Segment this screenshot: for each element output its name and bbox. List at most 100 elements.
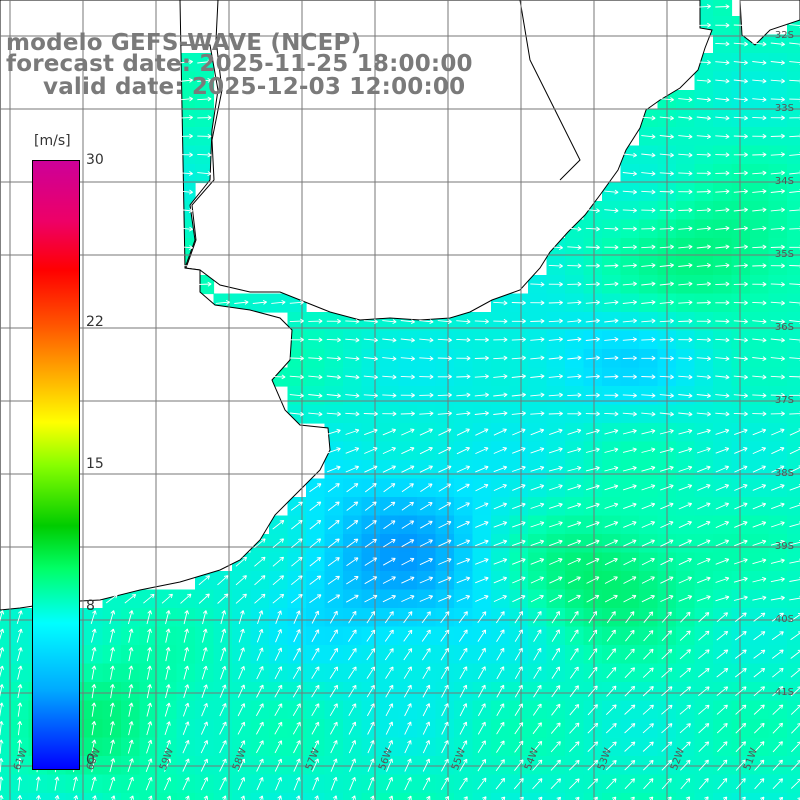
- wind-arrow: [382, 319, 397, 325]
- wind-speed-cell: [343, 793, 363, 800]
- wind-arrow: [275, 610, 282, 624]
- wind-arrow: [679, 630, 691, 641]
- wind-arrow: [734, 465, 748, 473]
- wind-arrow: [678, 374, 693, 380]
- wind-arrow: [496, 684, 505, 698]
- wind-arrow: [146, 684, 152, 699]
- wind-arrow: [551, 629, 560, 642]
- wind-arrow: [789, 301, 800, 306]
- wind-arrow: [0, 628, 5, 640]
- wind-arrow: [401, 576, 415, 584]
- wind-arrow: [770, 152, 785, 157]
- wind-arrow: [622, 244, 637, 250]
- wind-arrow: [752, 484, 767, 491]
- wind-arrow: [109, 647, 115, 662]
- wind-arrow: [274, 647, 283, 661]
- wind-arrow: [180, 593, 192, 604]
- wind-arrow: [0, 702, 4, 717]
- wind-arrow: [789, 244, 800, 250]
- wind-arrow: [256, 647, 264, 661]
- wind-speed-cell: [250, 793, 270, 800]
- wind-arrow: [551, 647, 560, 661]
- wind-arrow: [421, 611, 431, 624]
- wind-arrow: [459, 758, 468, 772]
- wind-arrow: [235, 556, 248, 567]
- wind-arrow: [641, 539, 655, 547]
- wind-arrow: [475, 576, 489, 584]
- wind-arrow: [532, 778, 543, 790]
- wind-arrow: [311, 721, 320, 735]
- wind-arrow: [309, 501, 322, 511]
- wind-arrow: [329, 666, 338, 679]
- wind-speed-cell: [121, 793, 141, 800]
- wind-arrow: [678, 428, 693, 435]
- wind-arrow: [679, 723, 691, 734]
- wind-speed-cell: [0, 737, 11, 757]
- wind-arrow: [382, 337, 397, 343]
- wind-arrow: [419, 337, 434, 343]
- wind-arrow: [533, 629, 542, 642]
- wind-arrow: [641, 521, 656, 528]
- wind-arrow: [530, 484, 545, 491]
- wind-arrow: [696, 428, 711, 435]
- wind-arrow: [330, 740, 338, 754]
- wind-arrow: [771, 428, 785, 436]
- wind-arrow: [624, 667, 636, 679]
- wind-arrow: [401, 483, 414, 493]
- wind-arrow: [753, 631, 766, 641]
- wind-arrow: [438, 539, 452, 547]
- wind-arrow: [277, 795, 282, 800]
- wind-arrow: [538, 796, 543, 800]
- wind-speed-cell: [750, 793, 770, 800]
- wind-arrow: [643, 778, 654, 790]
- wind-arrow: [419, 539, 433, 547]
- wind-arrow: [549, 558, 563, 565]
- wind-arrow: [585, 281, 600, 287]
- wind-arrow: [604, 244, 619, 250]
- wind-arrow: [475, 465, 489, 473]
- wind-arrow: [770, 207, 785, 213]
- wind-arrow: [770, 300, 785, 306]
- wind-arrow: [332, 795, 338, 800]
- wind-arrow: [530, 539, 545, 547]
- wind-arrow: [437, 337, 452, 343]
- wind-arrow: [624, 759, 636, 771]
- wind-arrow: [733, 22, 748, 28]
- wind-arrow: [328, 519, 340, 530]
- wind-arrow: [254, 593, 266, 604]
- wind-speed-cell: [158, 793, 178, 800]
- wind-arrow: [496, 629, 505, 642]
- wind-arrow: [678, 152, 693, 158]
- wind-arrow: [363, 411, 378, 417]
- wind-arrow: [146, 647, 152, 662]
- wind-arrow: [400, 392, 415, 398]
- wind-speed-cell: [435, 793, 455, 800]
- wind-speed-cell: [787, 626, 800, 646]
- wind-arrow: [715, 393, 730, 399]
- wind-arrow: [569, 685, 579, 698]
- wind-arrow: [370, 795, 375, 800]
- wind-arrow: [292, 684, 301, 698]
- wind-arrow: [512, 484, 526, 491]
- wind-arrow: [178, 245, 193, 251]
- wind-arrow: [477, 611, 487, 624]
- wind-arrow: [493, 502, 508, 510]
- wind-arrow: [624, 704, 636, 715]
- wind-arrow: [386, 758, 393, 772]
- wind-arrow: [715, 502, 730, 510]
- wind-arrow: [604, 336, 619, 342]
- wind-arrow: [570, 647, 579, 661]
- wind-arrow: [512, 539, 526, 547]
- wind-arrow: [90, 776, 97, 791]
- wind-arrow: [548, 484, 563, 491]
- wind-arrow: [622, 208, 637, 213]
- wind-arrow: [400, 337, 415, 343]
- wind-arrow: [217, 575, 229, 586]
- wind-arrow: [348, 629, 357, 642]
- wind-arrow: [715, 520, 730, 529]
- wind-arrow: [696, 134, 711, 140]
- wind-speed-cell: [565, 793, 585, 800]
- wind-arrow: [17, 684, 23, 699]
- wind-arrow: [772, 741, 783, 753]
- wind-arrow: [219, 777, 227, 791]
